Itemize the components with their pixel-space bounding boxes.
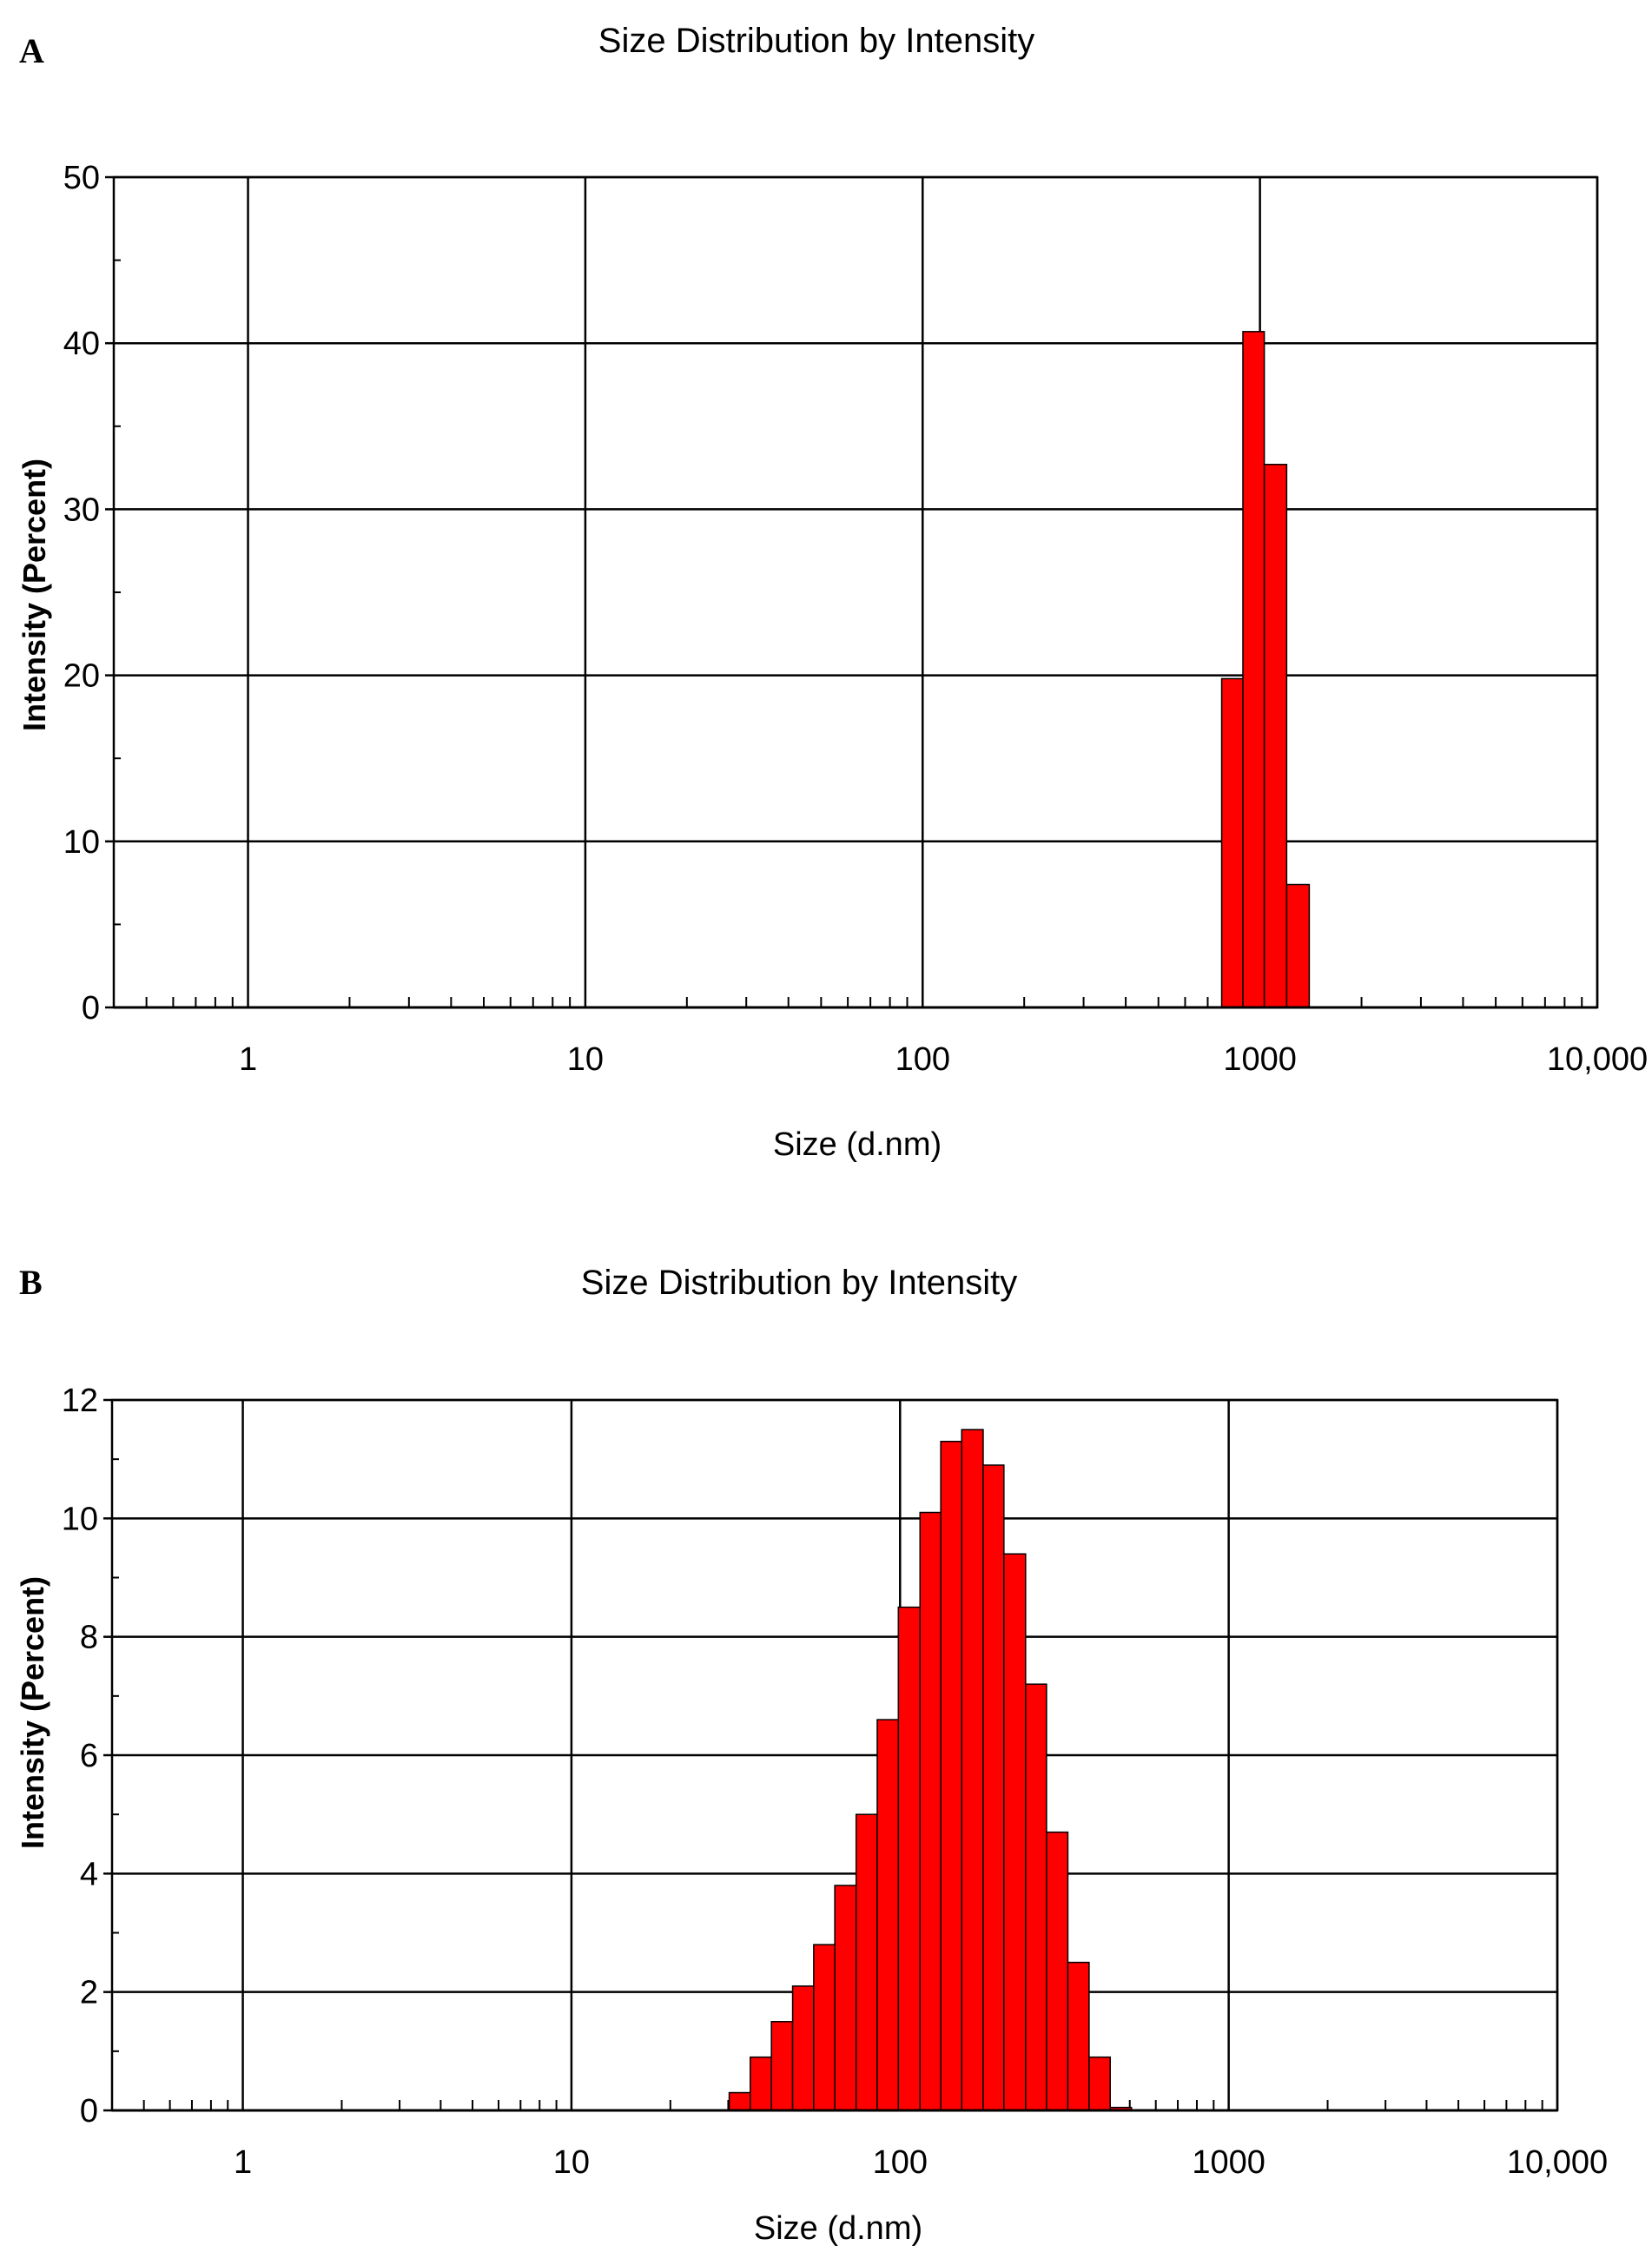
histogram-bar [1003, 1553, 1027, 2111]
histogram-bar [876, 1719, 900, 2111]
histogram-bar [897, 1606, 921, 2111]
y-tick-label: 0 [82, 990, 100, 1027]
histogram-bar [1263, 464, 1288, 1008]
histogram-bar [813, 1944, 836, 2111]
histogram-bar [834, 1885, 857, 2111]
x-tick-label: 1 [234, 2144, 252, 2181]
x-axis-label: Size (d.nm) [773, 1126, 942, 1163]
histogram-bar [1242, 331, 1265, 1008]
y-tick-label: 50 [63, 160, 100, 196]
y-tick-label: 8 [80, 1620, 98, 1656]
histogram-bar [770, 2021, 794, 2111]
panel-letter: A [19, 31, 44, 70]
x-tick-label: 10 [567, 1041, 604, 1078]
x-tick-label: 10,000 [1507, 2144, 1608, 2181]
histogram-bar [961, 1429, 984, 2111]
y-tick-label: 0 [80, 2093, 98, 2130]
histogram-bar [1088, 2056, 1111, 2111]
x-tick-label: 100 [873, 2144, 928, 2181]
y-tick-label: 40 [63, 326, 100, 362]
histogram-bar [919, 1511, 942, 2111]
y-tick-label: 10 [62, 1501, 98, 1537]
x-tick-label: 100 [895, 1041, 950, 1078]
histogram-bar [1025, 1683, 1047, 2111]
panel-b: B Size Distribution by Intensity 0 2 4 6 8 10… [15, 1263, 1608, 2247]
histogram-bar [855, 1813, 878, 2111]
panel-a: A Size Distribution by Intensity 0 10 20 30… [17, 22, 1648, 1163]
x-tick-label: 1000 [1192, 2144, 1265, 2181]
y-tick-label: 10 [63, 824, 100, 861]
x-tick-label: 10,000 [1547, 1041, 1648, 1078]
y-tick-label: 4 [80, 1856, 98, 1892]
plot-area: 0 2 4 6 8 10 12 1 10 100 1000 10,000 [62, 1383, 1608, 2181]
y-tick-label: 20 [63, 658, 100, 695]
histogram-bar [728, 2091, 751, 2111]
x-tick-label: 1 [239, 1041, 257, 1078]
chart-title: Size Distribution by Intensity [581, 1264, 1017, 1302]
histogram-bar [791, 1985, 815, 2111]
histogram-bar [750, 2056, 772, 2111]
histogram-bar [1220, 677, 1244, 1008]
panel-letter: B [19, 1263, 43, 1302]
histogram-bar [982, 1464, 1005, 2111]
histogram-bar [940, 1440, 962, 2111]
y-axis-label: Intensity (Percent) [17, 459, 52, 731]
y-axis-label: Intensity (Percent) [15, 1576, 50, 1849]
y-tick-label: 2 [80, 1975, 98, 2011]
y-tick-label: 12 [62, 1383, 98, 1419]
y-tick-label: 30 [63, 492, 100, 528]
x-axis-label: Size (d.nm) [754, 2210, 922, 2247]
chart-title: Size Distribution by Intensity [598, 22, 1034, 60]
x-tick-label: 10 [553, 2144, 590, 2181]
histogram-bar [1067, 1961, 1090, 2111]
y-tick-label: 6 [80, 1738, 98, 1774]
x-tick-label: 1000 [1223, 1041, 1297, 1078]
histogram-bar [1046, 1831, 1069, 2111]
histogram-bar [1285, 883, 1311, 1008]
plot-area: 0 10 20 30 40 50 1 10 100 1000 10,000 [63, 160, 1648, 1078]
